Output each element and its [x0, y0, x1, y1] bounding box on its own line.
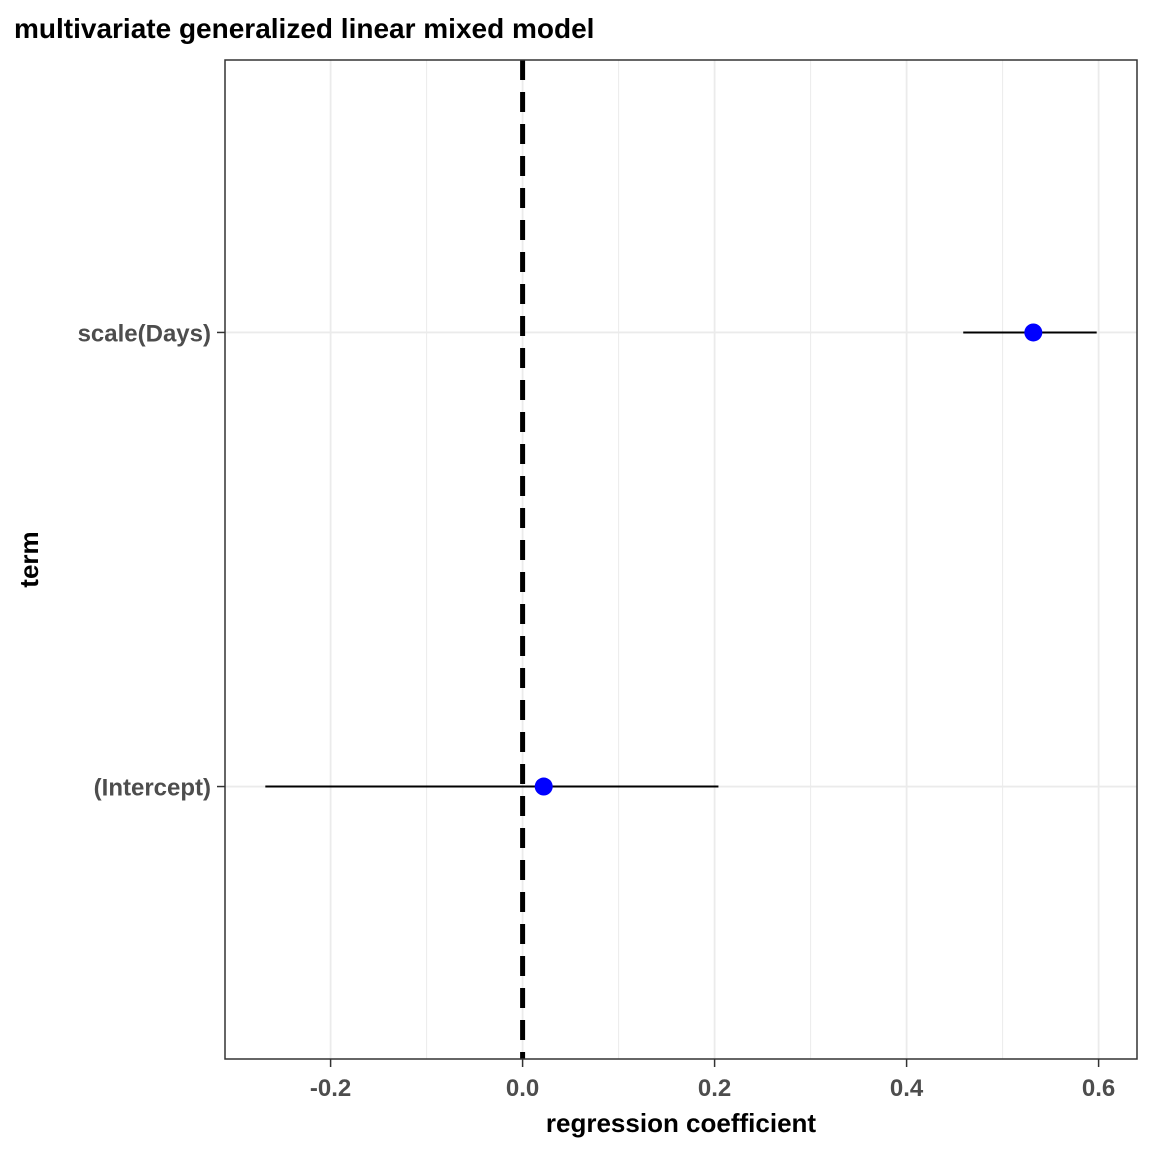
- x-tick-label: 0.4: [890, 1075, 924, 1102]
- estimate-point: [1024, 323, 1043, 342]
- x-axis: -0.2 0.0 0.2 0.4 0.6: [310, 1059, 1115, 1102]
- chart-title: multivariate generalized linear mixed mo…: [14, 13, 594, 44]
- panel-border: [224, 59, 1138, 1060]
- x-tick-label: 0.0: [506, 1075, 539, 1102]
- estimate-point: [534, 777, 553, 796]
- y-tick-label: scale(Days): [78, 320, 211, 347]
- x-tick-label: -0.2: [310, 1075, 351, 1102]
- x-tick-label: 0.2: [698, 1075, 731, 1102]
- x-axis-title: regression coefficient: [546, 1108, 817, 1138]
- x-tick-label: 0.6: [1082, 1075, 1115, 1102]
- y-axis: (Intercept) scale(Days): [78, 320, 225, 802]
- y-axis-title: term: [14, 531, 44, 587]
- y-tick-label: (Intercept): [94, 775, 211, 802]
- data-marks: [265, 323, 1097, 796]
- grid-lines: [225, 60, 1137, 1059]
